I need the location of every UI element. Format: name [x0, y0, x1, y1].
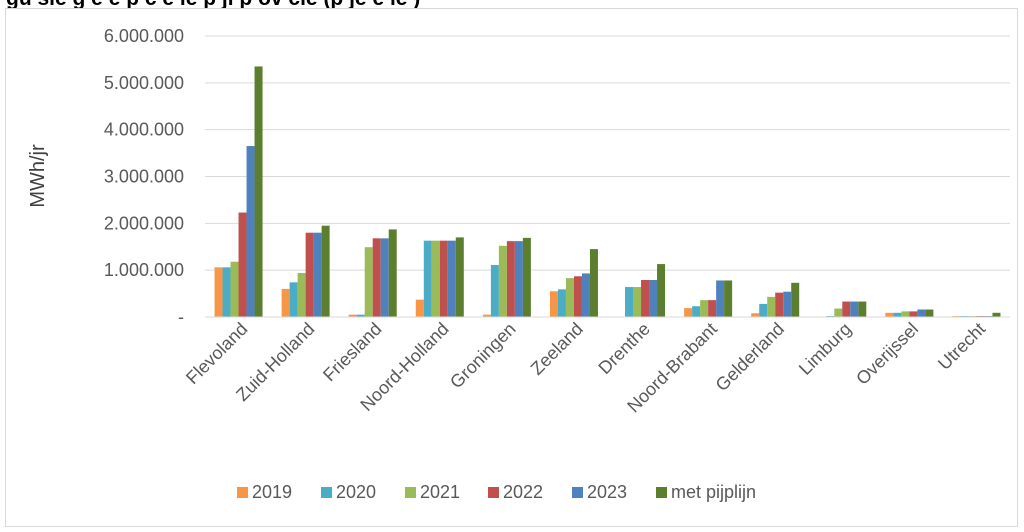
bar	[633, 287, 642, 317]
bar	[992, 312, 1001, 317]
bar	[230, 261, 239, 317]
bar	[893, 312, 902, 317]
bar	[313, 232, 322, 317]
bar	[724, 280, 733, 317]
bar	[834, 308, 843, 317]
bar	[490, 265, 499, 317]
legend-label: 2021	[420, 482, 460, 502]
bar	[455, 237, 464, 317]
bar	[238, 212, 247, 317]
bar	[297, 272, 306, 317]
bar	[246, 146, 255, 317]
legend-swatch	[237, 487, 248, 498]
bar	[214, 267, 223, 317]
bar	[557, 289, 566, 317]
y-tick-label: 2.000.000	[104, 213, 184, 233]
bars	[214, 66, 1001, 317]
bar	[281, 288, 290, 317]
bar	[415, 299, 424, 317]
bar	[573, 276, 582, 317]
bar	[565, 278, 574, 317]
bar	[791, 282, 800, 317]
y-axis-label: MWh/jr	[27, 144, 49, 208]
legend-label: 2019	[252, 482, 292, 502]
legend-swatch	[572, 487, 583, 498]
y-tick-label: -	[178, 307, 184, 327]
legend-swatch	[321, 487, 332, 498]
bar	[222, 267, 231, 317]
bar	[447, 240, 456, 317]
bar	[909, 311, 918, 317]
bar	[783, 291, 792, 317]
bar	[431, 240, 440, 317]
bar	[885, 312, 894, 317]
bar	[289, 282, 298, 317]
bar	[850, 301, 859, 317]
legend-label: 2020	[336, 482, 376, 502]
bar	[775, 292, 784, 317]
gridlines	[205, 35, 1010, 271]
bar	[700, 300, 709, 317]
bar	[522, 237, 531, 317]
bar	[901, 311, 910, 317]
bar	[348, 314, 357, 317]
bar	[356, 314, 365, 317]
bar	[842, 301, 851, 317]
bar	[498, 245, 507, 317]
bar	[482, 314, 491, 317]
bar	[925, 309, 934, 317]
bar	[716, 280, 725, 317]
y-tick-label: 6.000.000	[104, 26, 184, 46]
bar	[388, 229, 397, 317]
y-tick-label: 3.000.000	[104, 167, 184, 187]
y-tick-label: 5.000.000	[104, 73, 184, 93]
legend-swatch	[488, 487, 499, 498]
bar	[581, 273, 590, 317]
bar	[305, 232, 314, 317]
bar	[759, 303, 768, 317]
legend: 2019 2020 2021 2022 2023 met pijplijn	[237, 482, 756, 502]
cut-off-figure-caption: gu sie g e e p c e ie p ji p ov cie (p j…	[6, 0, 420, 11]
y-axis-tick-labels: - 1.000.000 2.000.000 3.000.000 4.000.000 5.0…	[104, 26, 184, 327]
bar	[380, 238, 389, 317]
legend-label: met pijplijn	[671, 482, 756, 502]
bar	[372, 238, 381, 317]
bar	[423, 240, 432, 317]
legend-label: 2022	[503, 482, 543, 502]
y-tick-label: 1.000.000	[104, 260, 184, 280]
bar	[858, 301, 867, 317]
bar	[625, 287, 634, 317]
bar	[692, 306, 701, 317]
bar	[751, 313, 760, 317]
bar	[649, 280, 658, 317]
bar	[657, 264, 666, 317]
bar	[641, 280, 650, 317]
bar	[364, 247, 373, 317]
legend-swatch	[656, 487, 667, 498]
bar	[708, 300, 717, 317]
bar	[917, 309, 926, 317]
bar	[549, 291, 558, 317]
bar	[506, 241, 515, 317]
bar	[439, 240, 448, 317]
bar	[767, 296, 776, 317]
bar	[589, 249, 598, 317]
bar	[254, 66, 263, 317]
bar	[321, 225, 330, 317]
legend-swatch	[405, 487, 416, 498]
bar	[514, 241, 523, 317]
bar	[684, 308, 693, 317]
legend-label: 2023	[587, 482, 627, 502]
y-tick-label: 4.000.000	[104, 120, 184, 140]
